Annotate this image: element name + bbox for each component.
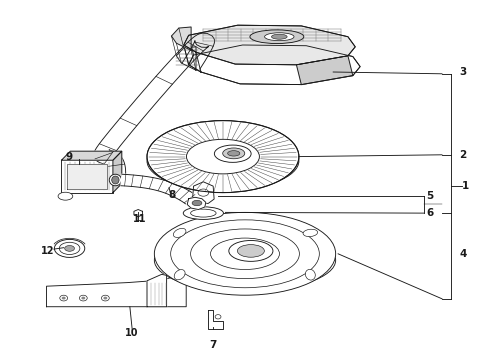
Polygon shape [184,35,194,65]
Ellipse shape [191,209,216,217]
Polygon shape [193,182,214,203]
Text: 12: 12 [41,246,55,256]
Ellipse shape [65,246,74,251]
Ellipse shape [305,269,315,280]
Text: 5: 5 [427,191,434,201]
Ellipse shape [187,139,259,174]
Ellipse shape [147,121,299,193]
Text: 3: 3 [460,67,466,77]
Ellipse shape [198,189,209,196]
Text: 1: 1 [462,181,469,191]
Ellipse shape [191,229,299,279]
Text: 2: 2 [460,150,466,160]
Ellipse shape [171,220,319,288]
Polygon shape [208,310,223,329]
Circle shape [103,297,107,300]
Ellipse shape [147,131,299,190]
Circle shape [81,297,85,300]
Ellipse shape [112,176,119,184]
Polygon shape [172,27,191,50]
Polygon shape [176,47,196,70]
Ellipse shape [250,30,304,44]
Ellipse shape [59,242,80,255]
Polygon shape [147,274,167,307]
Ellipse shape [173,228,186,238]
Ellipse shape [174,270,185,280]
Polygon shape [94,33,215,174]
Ellipse shape [183,207,223,220]
Ellipse shape [192,200,202,206]
Text: 4: 4 [459,249,467,259]
Circle shape [79,295,87,301]
Text: 10: 10 [124,328,138,338]
Ellipse shape [54,239,85,257]
Ellipse shape [229,240,273,261]
Ellipse shape [154,229,336,291]
Ellipse shape [303,229,318,237]
Polygon shape [184,45,201,72]
Polygon shape [68,164,107,189]
Polygon shape [296,56,353,85]
Ellipse shape [237,245,265,257]
Circle shape [101,295,109,301]
Ellipse shape [265,33,294,41]
Ellipse shape [58,192,73,200]
Polygon shape [189,45,360,85]
Ellipse shape [271,34,287,39]
Text: 7: 7 [209,340,217,350]
Ellipse shape [109,174,122,186]
Text: 11: 11 [133,213,147,224]
Polygon shape [121,174,196,204]
Text: 9: 9 [65,152,72,162]
Polygon shape [187,197,206,210]
Ellipse shape [154,212,336,295]
Ellipse shape [222,148,245,159]
Text: 8: 8 [169,190,176,201]
Polygon shape [113,151,122,193]
Circle shape [62,297,66,300]
Ellipse shape [227,151,240,156]
Circle shape [60,295,68,301]
Ellipse shape [211,238,279,270]
Polygon shape [62,151,122,160]
Polygon shape [184,25,355,65]
Text: 6: 6 [427,208,434,218]
Polygon shape [62,160,113,193]
Polygon shape [47,274,186,307]
Ellipse shape [215,145,251,162]
Polygon shape [134,210,143,217]
